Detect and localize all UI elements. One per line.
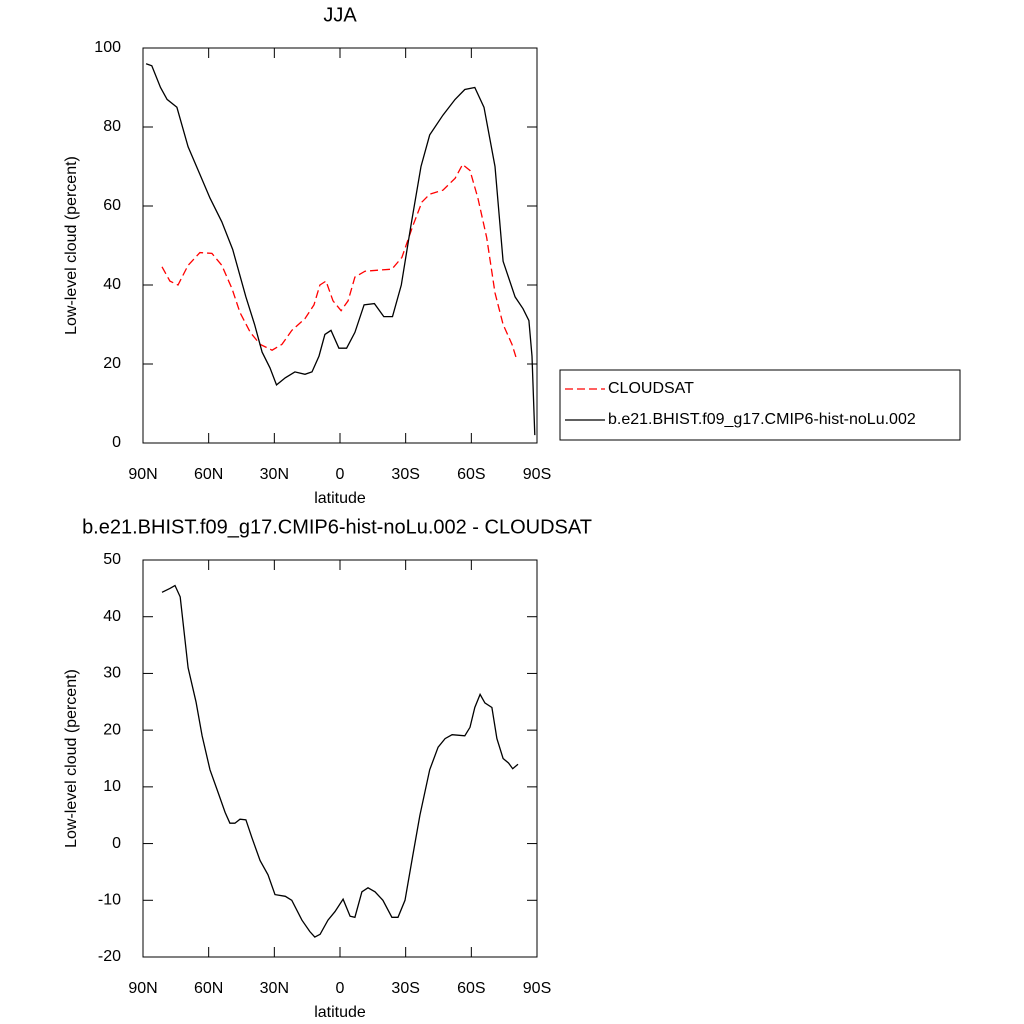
y-axis-label: Low-level cloud (percent) [63,156,80,335]
x-axis-label: latitude [314,490,366,507]
legend-box [559,369,961,441]
chart-title: b.e21.BHIST.f09_g17.CMIP6-hist-noLu.002 … [82,516,592,538]
y-tick-label: 80 [103,118,121,135]
data-line [161,163,518,361]
x-tick-label: 60S [457,466,485,483]
x-tick-label: 60N [194,980,223,997]
plot-frame [142,559,538,958]
y-tick-label: 40 [103,276,121,293]
x-tick-label: 90N [128,466,157,483]
y-tick-label: 0 [112,835,121,852]
y-tick-label: -20 [98,948,121,965]
y-tick-label: -10 [98,892,121,909]
y-tick-label: 50 [103,551,121,568]
chart-title: JJA [323,4,357,26]
legend-label: CLOUDSAT [608,380,694,397]
x-tick-label: 60S [457,980,485,997]
x-axis-label: latitude [314,1004,366,1021]
data-line [145,63,536,436]
y-tick-label: 0 [112,434,121,451]
x-tick-label: 30S [391,466,419,483]
data-line [161,584,519,938]
x-tick-label: 60N [194,466,223,483]
y-tick-label: 100 [94,39,121,56]
x-tick-label: 90S [523,466,551,483]
y-tick-label: 60 [103,197,121,214]
x-tick-label: 30N [260,980,289,997]
x-tick-label: 90S [523,980,551,997]
y-tick-label: 20 [103,721,121,738]
x-tick-label: 0 [336,466,345,483]
y-tick-label: 30 [103,665,121,682]
x-tick-label: 30S [391,980,419,997]
x-tick-label: 30N [260,466,289,483]
y-tick-label: 40 [103,608,121,625]
plot-frame [142,47,538,444]
y-tick-label: 20 [103,355,121,372]
x-tick-label: 0 [336,980,345,997]
y-axis-label: Low-level cloud (percent) [63,669,80,848]
x-tick-label: 90N [128,980,157,997]
legend-label: b.e21.BHIST.f09_g17.CMIP6-hist-noLu.002 [608,411,916,428]
y-tick-label: 10 [103,778,121,795]
